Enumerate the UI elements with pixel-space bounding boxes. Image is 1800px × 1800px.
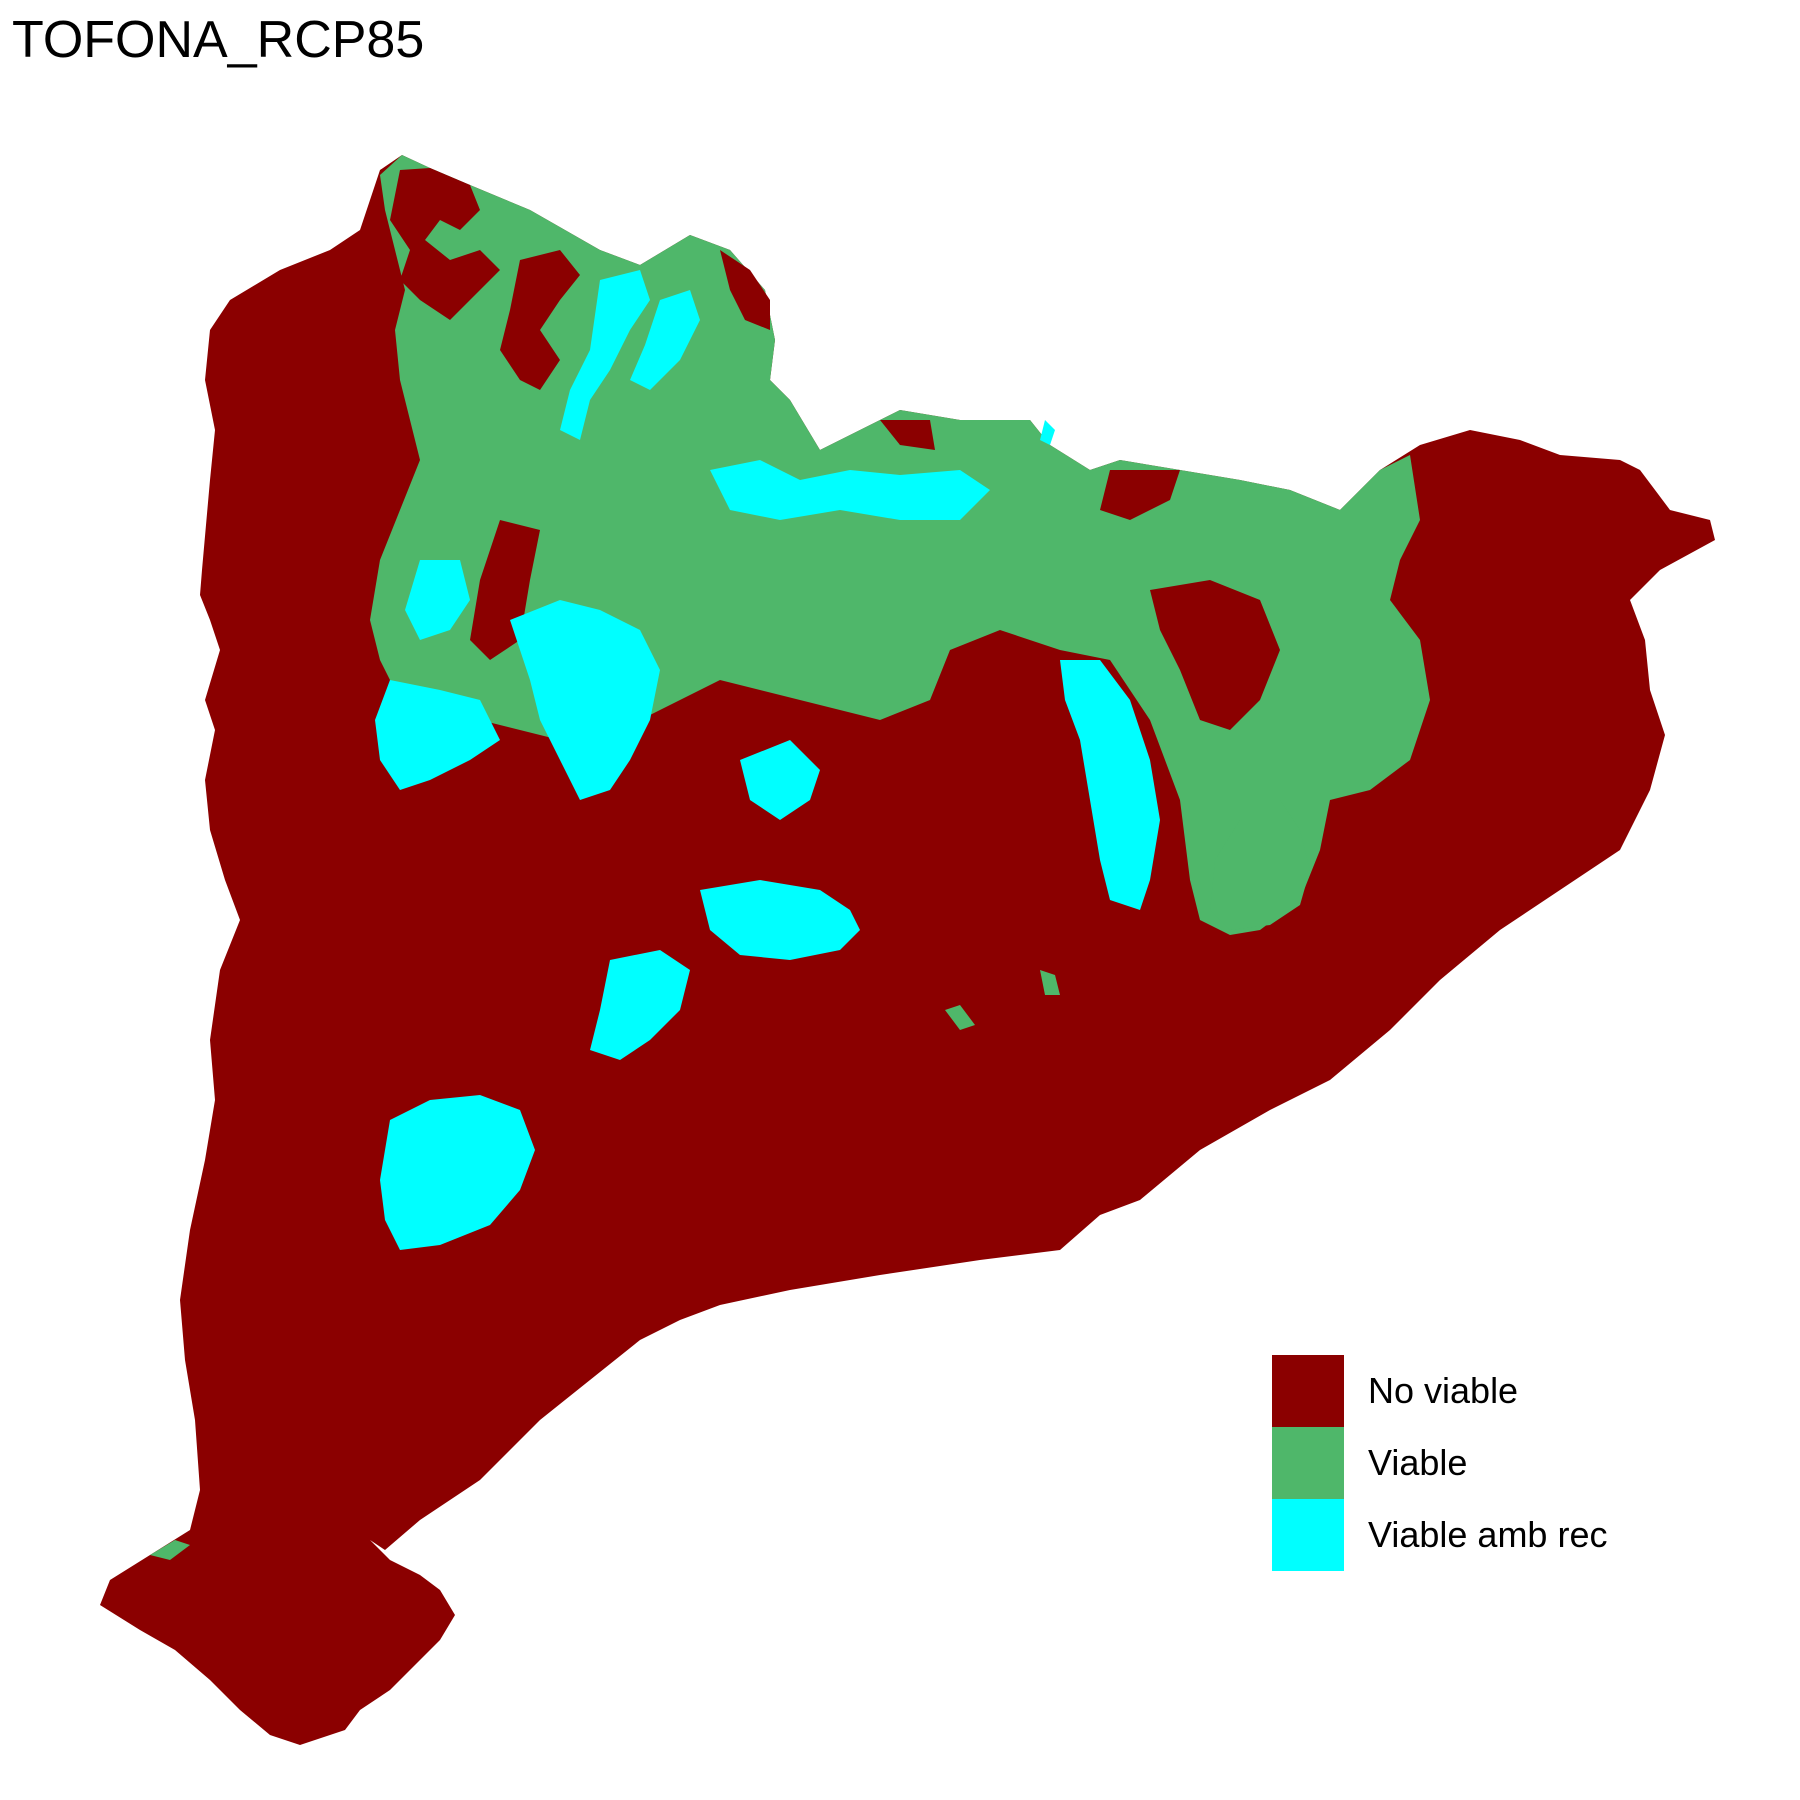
- region-viable-amb-rec-plateau: [710, 460, 990, 520]
- region-viable-patch-2: [1040, 970, 1060, 995]
- region-viable-amb-rec-central: [510, 600, 660, 800]
- region-viable-east-lobe: [1210, 800, 1310, 930]
- map-title: TOFONA_RCP85: [12, 11, 425, 69]
- region-no-viable-east-valley: [1150, 580, 1280, 730]
- legend-item-viable: Viable: [1272, 1427, 1607, 1499]
- region-viable-amb-rec-south-massif: [380, 1095, 535, 1250]
- region-no-viable-north-3: [720, 250, 770, 330]
- legend-item-viable-amb-rec: Viable amb rec: [1272, 1499, 1607, 1571]
- legend-label-no-viable: No viable: [1368, 1370, 1519, 1411]
- legend-swatch-no-viable: [1272, 1355, 1344, 1427]
- region-viable-north: [370, 155, 1430, 935]
- region-viable-amb-rec-west-2: [405, 560, 470, 640]
- region-viable-patch-south: [150, 1540, 190, 1560]
- region-viable-amb-rec-lake: [1040, 420, 1055, 445]
- region-no-viable-central-north: [880, 420, 935, 450]
- region-no-viable-north-2: [500, 250, 580, 390]
- region-viable-patch-1: [945, 1005, 975, 1030]
- region-viable-amb-rec-central-3: [740, 740, 820, 820]
- region-viable-amb-rec-north-valley-2: [630, 290, 700, 390]
- region-viable-amb-rec-east-central: [1060, 660, 1160, 910]
- legend: No viable Viable Viable amb rec: [1272, 1355, 1607, 1571]
- region-no-viable-north-peaks: [390, 168, 500, 320]
- region-viable-amb-rec-central-2: [700, 880, 860, 960]
- region-viable-amb-rec-west: [375, 680, 500, 790]
- legend-swatch-viable-amb-rec: [1272, 1499, 1344, 1571]
- legend-item-no-viable: No viable: [1272, 1355, 1607, 1427]
- region-viable-amb-rec-southwest: [590, 950, 690, 1060]
- region-no-viable-east-mountains: [1100, 470, 1180, 520]
- region-viable-amb-rec-north-valley: [560, 270, 650, 440]
- legend-swatch-viable: [1272, 1427, 1344, 1499]
- legend-label-viable-amb-rec: Viable amb rec: [1368, 1514, 1608, 1555]
- legend-label-viable: Viable: [1368, 1442, 1468, 1483]
